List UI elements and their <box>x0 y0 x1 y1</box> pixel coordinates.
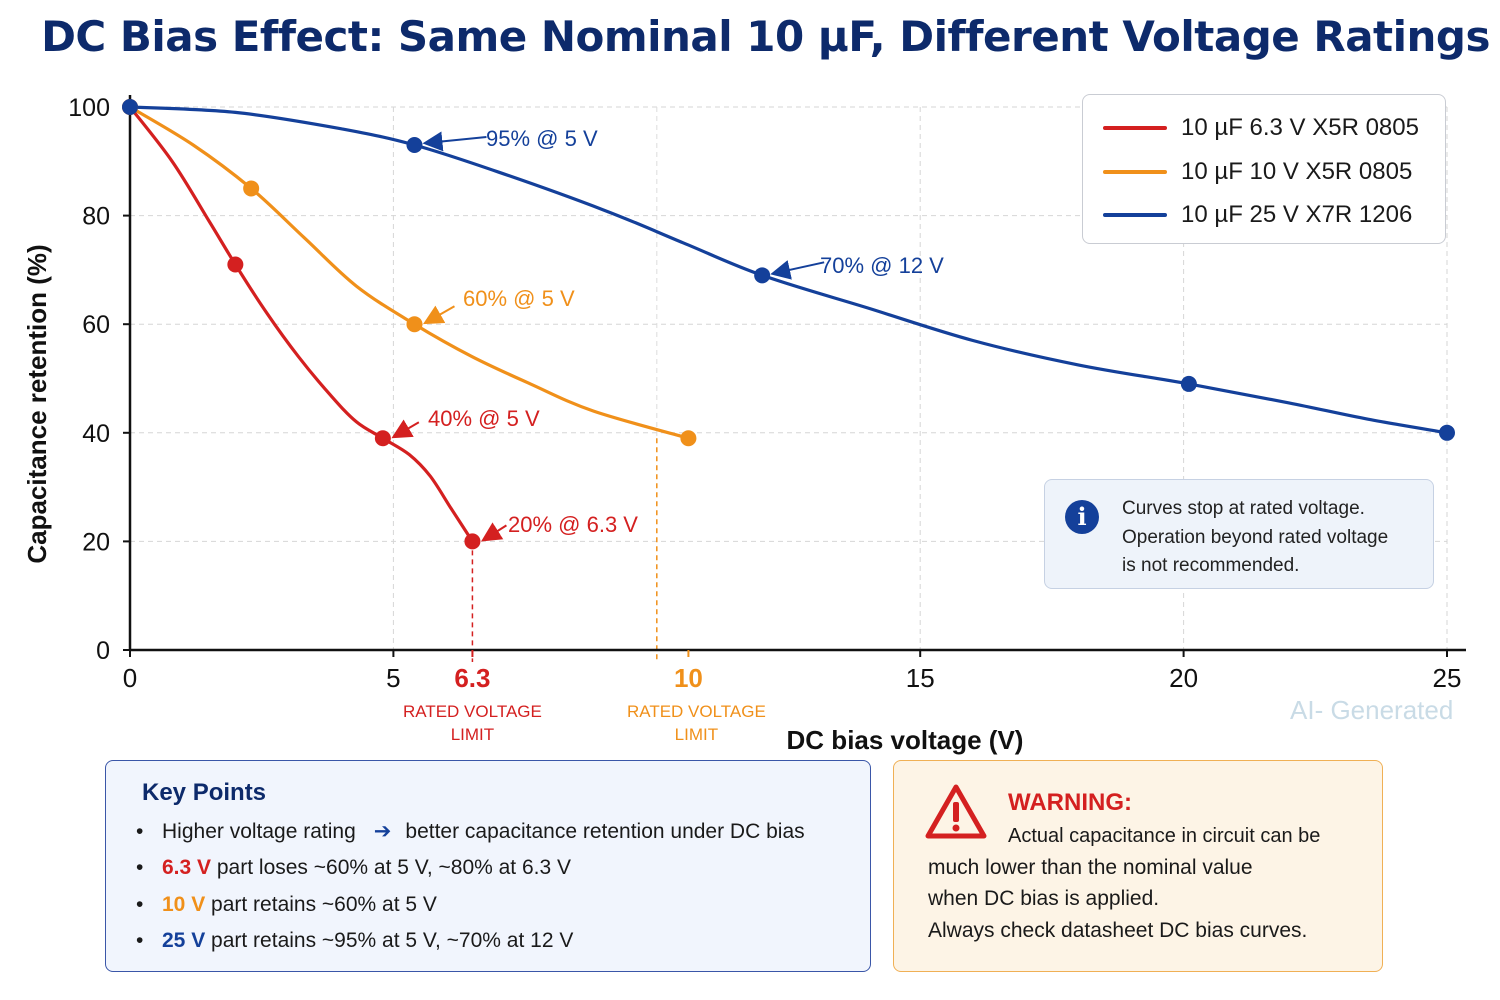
annotation-arrow <box>770 260 825 280</box>
annotation-arrow <box>422 305 455 325</box>
rated-limit-label: LIMIT <box>451 725 494 744</box>
info-line: Operation beyond rated voltage <box>1122 526 1389 548</box>
watermark: AI- Generated <box>1290 695 1454 725</box>
x-tick-label: 15 <box>906 663 935 693</box>
legend-item-6v3: 10 µF 6.3 V X5R 0805 <box>1103 114 1419 142</box>
legend: 10 µF 6.3 V X5R 0805 10 µF 10 V X5R 0805… <box>1082 94 1446 244</box>
legend-swatch-red <box>1103 126 1167 130</box>
rated-limit-label: RATED VOLTAGE <box>627 702 766 721</box>
key-point-item: • Higher voltage rating ➔ better capacitanc… <box>136 820 805 843</box>
y-tick-label: 80 <box>82 203 110 231</box>
key-point-text: part loses ~60% at 5 V, ~80% at 6.3 V <box>211 856 572 879</box>
legend-swatch-blue <box>1103 213 1167 217</box>
y-tick-label: 20 <box>82 528 110 556</box>
data-point <box>1439 424 1455 441</box>
key-point-item: • 6.3 V part loses ~60% at 5 V, ~80% at 6… <box>136 856 572 879</box>
warning-line: when DC bias is applied. <box>928 887 1160 910</box>
data-point <box>227 256 244 273</box>
data-point <box>754 267 771 284</box>
data-point <box>406 137 423 154</box>
annotation-arrow <box>422 131 487 152</box>
info-line: is not recommended. <box>1122 555 1300 576</box>
legend-swatch-orange <box>1103 170 1167 174</box>
annotation-arrow <box>391 419 420 439</box>
x-axis-title: DC bias voltage (V) <box>787 725 1024 755</box>
annotation-label: 20% @ 6.3 V <box>508 512 638 537</box>
series-line-10v <box>128 105 690 440</box>
x-tick-label: 0 <box>123 663 137 693</box>
annotation-arrow <box>481 522 507 542</box>
data-point <box>680 430 697 447</box>
warning-box: WARNING: Actual capacitance in circuit c… <box>893 760 1383 972</box>
key-point-highlight: 6.3 V <box>162 856 212 879</box>
info-note-text: Curves stop at rated voltage. Operation … <box>1122 495 1388 581</box>
info-icon: i <box>1065 500 1099 534</box>
rated-limit-label: RATED VOLTAGE <box>403 702 542 721</box>
annotation-label: 40% @ 5 V <box>428 406 540 431</box>
rated-limit-label: LIMIT <box>675 725 718 744</box>
data-point <box>243 180 260 197</box>
legend-item-10v: 10 µF 10 V X5R 0805 <box>1103 158 1412 186</box>
info-line: Curves stop at rated voltage. <box>1122 498 1365 519</box>
x-tick-label: 10 <box>674 663 703 693</box>
key-point-text: better capacitance retention under DC bi… <box>405 820 805 843</box>
info-note-box: i Curves stop at rated voltage. Operatio… <box>1044 479 1434 589</box>
x-tick-label: 20 <box>1169 663 1198 693</box>
data-point <box>464 533 481 550</box>
chart-title: DC Bias Effect: Same Nominal 10 µF, Diff… <box>41 12 1490 61</box>
data-point <box>1180 375 1197 392</box>
key-point-highlight: 10 V <box>162 893 206 916</box>
arrow-right-icon: ➔ <box>373 820 392 843</box>
series-line-6v3 <box>128 105 474 543</box>
annotation-label: 70% @ 12 V <box>820 253 944 278</box>
key-point-text: part retains ~60% at 5 V <box>205 893 437 916</box>
x-tick-label: 25 <box>1433 663 1462 693</box>
legend-label: 10 µF 6.3 V X5R 0805 <box>1181 114 1419 141</box>
key-point-highlight: 25 V <box>162 929 206 952</box>
y-axis-title: Capacitance retention (%) <box>22 244 52 563</box>
warning-triangle-icon <box>925 784 987 839</box>
x-tick-label: 5 <box>386 663 400 693</box>
legend-label: 10 µF 25 V X7R 1206 <box>1181 201 1413 228</box>
y-tick-label: 100 <box>68 94 110 122</box>
annotation-label: 60% @ 5 V <box>463 286 575 311</box>
data-point <box>406 316 423 333</box>
data-point <box>374 430 391 447</box>
key-point-text: Higher voltage rating <box>162 820 356 843</box>
y-tick-label: 60 <box>82 311 110 339</box>
y-tick-label: 40 <box>82 420 110 448</box>
key-points-box: Key Points • Higher voltage rating ➔ better… <box>105 760 871 972</box>
x-tick-label: 6.3 <box>454 663 490 693</box>
y-tick-label: 0 <box>96 637 110 665</box>
data-point <box>122 99 138 115</box>
key-points-title: Key Points <box>142 779 267 806</box>
key-point-text: part retains ~95% at 5 V, ~70% at 12 V <box>205 929 574 952</box>
key-point-item: • 25 V part retains ~95% at 5 V, ~70% at … <box>136 929 574 952</box>
warning-title: WARNING: <box>1008 789 1132 816</box>
warning-line: Actual capacitance in circuit can be <box>1008 825 1321 847</box>
legend-label: 10 µF 10 V X5R 0805 <box>1181 158 1413 185</box>
legend-item-25v: 10 µF 25 V X7R 1206 <box>1103 201 1412 229</box>
key-point-item: • 10 V part retains ~60% at 5 V <box>136 893 437 916</box>
annotation-label: 95% @ 5 V <box>486 126 598 151</box>
warning-line: much lower than the nominal value <box>928 856 1253 879</box>
warning-line: Always check datasheet DC bias curves. <box>928 919 1308 942</box>
